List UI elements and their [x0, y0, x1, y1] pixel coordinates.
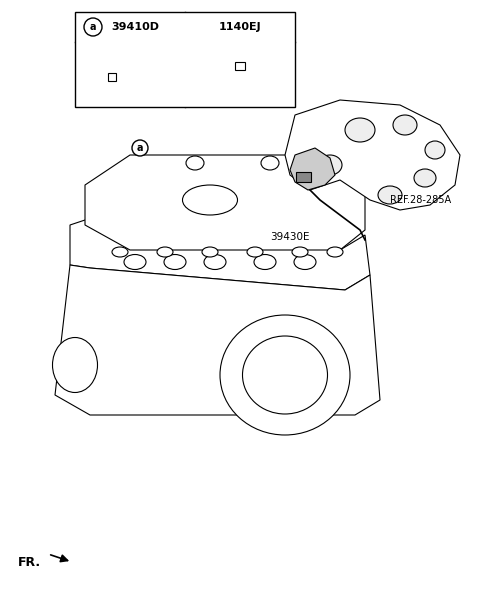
Ellipse shape [164, 254, 186, 269]
Ellipse shape [182, 185, 238, 215]
Bar [235, 62, 245, 70]
Ellipse shape [247, 247, 263, 257]
Ellipse shape [242, 336, 327, 414]
Circle shape [84, 18, 102, 36]
Polygon shape [285, 100, 460, 210]
Ellipse shape [318, 155, 342, 175]
Ellipse shape [414, 169, 436, 187]
Text: a: a [90, 22, 96, 32]
Circle shape [132, 140, 148, 156]
Polygon shape [290, 148, 335, 190]
Ellipse shape [378, 186, 402, 204]
Text: 39410D: 39410D [111, 22, 159, 32]
Text: FR.: FR. [18, 557, 41, 569]
Ellipse shape [186, 156, 204, 170]
Ellipse shape [124, 254, 146, 269]
Bar [296, 172, 311, 182]
Bar [75, 12, 295, 107]
Ellipse shape [393, 115, 417, 135]
Polygon shape [70, 220, 370, 290]
Ellipse shape [52, 337, 97, 392]
Polygon shape [55, 265, 380, 415]
Ellipse shape [292, 247, 308, 257]
Ellipse shape [425, 141, 445, 159]
Ellipse shape [254, 254, 276, 269]
Polygon shape [85, 155, 365, 250]
Bar [108, 73, 116, 81]
Ellipse shape [327, 247, 343, 257]
Text: REF.28-285A: REF.28-285A [390, 195, 451, 205]
Ellipse shape [202, 247, 218, 257]
Ellipse shape [157, 247, 173, 257]
Ellipse shape [345, 118, 375, 142]
Ellipse shape [112, 247, 128, 257]
Text: 39430E: 39430E [270, 232, 310, 242]
Text: a: a [137, 143, 143, 153]
Ellipse shape [261, 156, 279, 170]
Ellipse shape [204, 254, 226, 269]
Text: 1140EJ: 1140EJ [219, 22, 261, 32]
Ellipse shape [220, 315, 350, 435]
Ellipse shape [294, 254, 316, 269]
